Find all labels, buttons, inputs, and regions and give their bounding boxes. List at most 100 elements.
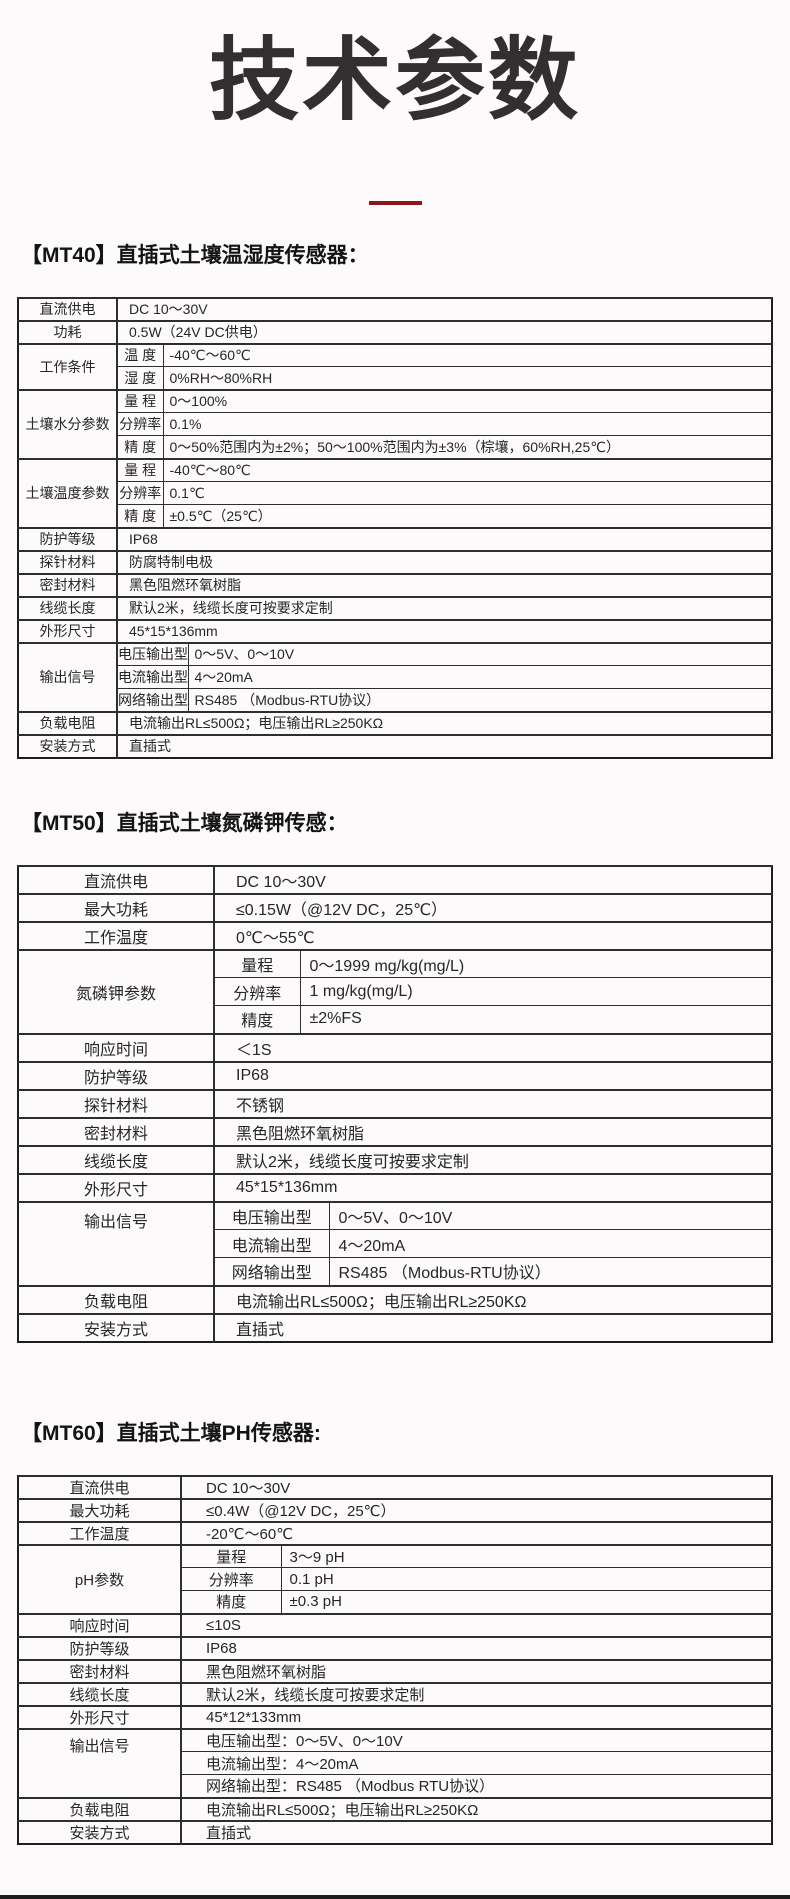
row-value: 45*15*136mm — [116, 618, 773, 643]
row-value: 45*15*136mm — [213, 1172, 773, 1202]
table-row: 输出信号 电压输出型：0～5V、0～10V — [17, 1727, 773, 1798]
subrow-label: 温 度 — [116, 342, 164, 367]
row-label: 线缆长度 — [17, 1144, 215, 1174]
table-row: 电流输出型：4～20mA — [18, 1751, 773, 1775]
row-value: 防腐特制电极 — [116, 549, 773, 574]
row-value: 默认2米，线缆长度可按要求定制 — [180, 1681, 773, 1706]
table-row: 线缆长度 默认2米，线缆长度可按要求定制 — [17, 595, 773, 620]
table-row: 电流输出型 4～20mA — [18, 665, 773, 689]
row-label: 输出信号 — [17, 1727, 182, 1798]
row-label: pH参数 — [17, 1543, 182, 1614]
subrow-value: ±0.3 pH — [280, 1590, 773, 1614]
subrow-value: 0～5V、0～10V — [187, 641, 773, 666]
row-value: 黑色阻燃环氧树脂 — [213, 1116, 773, 1146]
row-value: 电流输出RL≤500Ω；电压输出RL≥250KΩ — [116, 710, 773, 735]
row-label: 直流供电 — [17, 1474, 182, 1499]
row-value: 默认2米，线缆长度可按要求定制 — [213, 1144, 773, 1174]
table-row: 输出信号 电压输出型 0～5V、0～10V — [17, 641, 773, 712]
row-value: IP68 — [116, 526, 773, 551]
row-value: 0℃～55℃ — [213, 920, 773, 950]
row-label: 最大功耗 — [17, 892, 215, 922]
row-value: DC 10～30V — [116, 296, 773, 321]
row-label: 安装方式 — [17, 1312, 215, 1342]
table-row: 网络输出型 RS485 （Modbus-RTU协议） — [18, 1257, 773, 1286]
subrow-label: 电流输出型 — [116, 665, 189, 689]
row-label: 防护等级 — [17, 1635, 182, 1660]
row-value: 电流输出RL≤500Ω；电压输出RL≥250KΩ — [213, 1284, 773, 1314]
row-value: ≤10S — [180, 1612, 773, 1637]
subrow-value: 4～20mA — [187, 665, 773, 689]
row-label: 土壤水分参数 — [17, 388, 118, 459]
table-row: 外形尺寸 45*15*136mm — [17, 618, 773, 643]
table-row: 直流供电 DC 10～30V — [17, 1474, 773, 1499]
row-label: 密封材料 — [17, 1116, 215, 1146]
subrow-label: 分辨率 — [116, 412, 164, 436]
table-row: 探针材料 防腐特制电极 — [17, 549, 773, 574]
row-label: 探针材料 — [17, 1088, 215, 1118]
table-row: 工作条件 温 度 -40℃～60℃ — [17, 342, 773, 390]
table-row: 防护等级 IP68 — [17, 1060, 773, 1090]
row-value: 0.5W（24V DC供电） — [116, 319, 773, 344]
row-label: 输出信号 — [17, 1200, 215, 1286]
subrow-value: 1 mg/kg(mg/L) — [299, 977, 773, 1006]
row-value: DC 10～30V — [180, 1474, 773, 1499]
subrow-label: 电流输出型 — [213, 1229, 330, 1258]
subrow-label: 电压输出型 — [213, 1200, 330, 1230]
section-heading-mt40: 【MT40】直插式土壤温湿度传感器： — [21, 243, 369, 267]
table-row: 安装方式 直插式 — [17, 1819, 773, 1844]
subrow-value: 电流输出型：4～20mA — [180, 1751, 773, 1775]
row-value: -20℃～60℃ — [180, 1520, 773, 1545]
row-label: 工作条件 — [17, 342, 118, 390]
subrow-value: 0～100% — [162, 388, 773, 413]
subrow-label: 分辨率 — [180, 1567, 282, 1591]
row-label: 防护等级 — [17, 1060, 215, 1090]
subrow-label: 精 度 — [116, 504, 164, 528]
row-value: 直插式 — [213, 1312, 773, 1342]
row-value: IP68 — [180, 1635, 773, 1660]
table-row: 负载电阻 电流输出RL≤500Ω；电压输出RL≥250KΩ — [17, 1284, 773, 1314]
page-title: 技术参数 — [209, 31, 581, 131]
subrow-value: 3～9 pH — [280, 1543, 773, 1568]
subrow-label: 精度 — [180, 1590, 282, 1614]
table-row: 分辨率 0.1℃ — [18, 481, 773, 505]
table-row: 精 度 0～50%范围内为±2%；50～100%范围内为±3%（棕壤，60%RH… — [18, 435, 773, 459]
subrow-label: 量程 — [180, 1543, 282, 1568]
row-value: 直插式 — [116, 733, 773, 758]
table-row: 工作温度 -20℃～60℃ — [17, 1520, 773, 1545]
row-label: 探针材料 — [17, 549, 118, 574]
table-row: 分辨率 0.1 pH — [18, 1567, 773, 1591]
table-row: 土壤水分参数 量 程 0～100% — [17, 388, 773, 459]
subrow-value: -40℃～60℃ — [162, 342, 773, 367]
row-value: 45*12*133mm — [180, 1704, 773, 1729]
table-row: 探针材料 不锈钢 — [17, 1088, 773, 1118]
table-row: 精度 ±2%FS — [18, 1005, 773, 1034]
table-row: 密封材料 黑色阻燃环氧树脂 — [17, 572, 773, 597]
table-row: 土壤温度参数 量 程 -40℃～80℃ — [17, 457, 773, 528]
row-label: 线缆长度 — [17, 1681, 182, 1706]
table-row: 响应时间 ＜1S — [17, 1032, 773, 1062]
table-row: 密封材料 黑色阻燃环氧树脂 — [17, 1658, 773, 1683]
table-row: 最大功耗 ≤0.15W（@12V DC，25℃） — [17, 892, 773, 922]
table-row: 线缆长度 默认2米，线缆长度可按要求定制 — [17, 1144, 773, 1174]
subrow-label: 网络输出型 — [116, 688, 189, 712]
table-row: 工作温度 0℃～55℃ — [17, 920, 773, 950]
row-value: IP68 — [213, 1060, 773, 1090]
subrow-value: 0～50%范围内为±2%；50～100%范围内为±3%（棕壤，60%RH,25℃… — [162, 435, 773, 459]
row-label: 密封材料 — [17, 1658, 182, 1683]
section-heading-mt50: 【MT50】直插式土壤氮磷钾传感： — [21, 811, 348, 835]
row-label: 负载电阻 — [17, 710, 118, 735]
section-heading-mt60: 【MT60】直插式土壤PH传感器: — [21, 1421, 321, 1445]
subrow-value: 0.1 pH — [280, 1567, 773, 1591]
subrow-value: 网络输出型：RS485 （Modbus RTU协议） — [180, 1774, 773, 1798]
row-label: 线缆长度 — [17, 595, 118, 620]
subrow-value: 4～20mA — [328, 1229, 773, 1258]
table-row: 密封材料 黑色阻燃环氧树脂 — [17, 1116, 773, 1146]
table-row: 安装方式 直插式 — [17, 733, 773, 758]
subrow-value: 0～1999 mg/kg(mg/L) — [299, 948, 773, 978]
row-label: 输出信号 — [17, 641, 118, 712]
table-row: 响应时间 ≤10S — [17, 1612, 773, 1637]
row-value: 黑色阻燃环氧树脂 — [116, 572, 773, 597]
row-value: ≤0.15W（@12V DC，25℃） — [213, 892, 773, 922]
row-label: 直流供电 — [17, 864, 215, 894]
